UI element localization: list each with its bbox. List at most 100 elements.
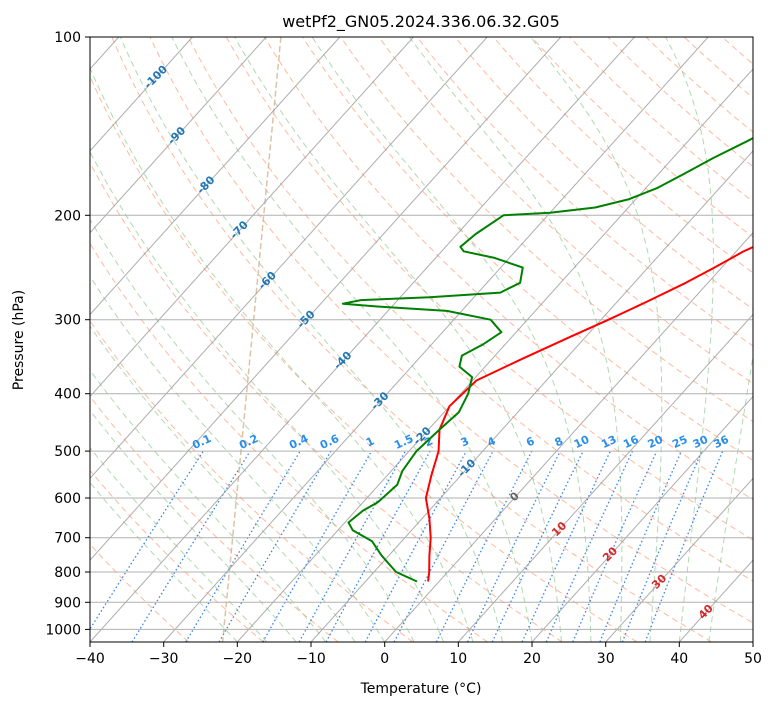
dry-adiabat-6 xyxy=(90,75,638,642)
isotherms xyxy=(90,37,753,642)
mixing-ratio-line-0.6 xyxy=(218,450,332,642)
dry-adiabat-9 xyxy=(187,37,753,582)
moist-adiabat-7 xyxy=(90,150,445,642)
isotherm--80 xyxy=(90,37,341,316)
mixing-ratio-label-10: 10 xyxy=(572,433,592,451)
moist-adiabat-2 xyxy=(90,409,297,642)
x-tick-label-3: −10 xyxy=(296,651,326,667)
mixing-ratio-line-30 xyxy=(621,450,703,642)
mixing-ratio-line-2 xyxy=(325,450,431,642)
moist-adiabat-5 xyxy=(90,275,386,642)
isotherm--70 xyxy=(90,37,414,398)
y-tick-label-9: 1000 xyxy=(45,622,81,638)
dry-adiabat-3 xyxy=(90,320,414,642)
isotherm--20 xyxy=(236,68,753,642)
mixing-ratio-line-1 xyxy=(262,450,373,642)
moist-adiabat-11 xyxy=(234,37,562,642)
temperature-profile-line xyxy=(424,245,753,582)
y-tick-label-7: 800 xyxy=(54,565,81,581)
isotherm-20 xyxy=(531,395,753,642)
dry-adiabat-17 xyxy=(493,37,753,274)
pressure-gridlines xyxy=(90,37,753,630)
isotherm-0 xyxy=(384,232,753,642)
x-tick-label-4: 0 xyxy=(380,651,389,667)
dry-adiabat-5 xyxy=(90,161,563,642)
y-tick-label-6: 700 xyxy=(54,531,81,547)
y-axis-label: Pressure (hPa) xyxy=(11,290,27,390)
y-tick-label-1: 200 xyxy=(54,208,81,224)
moist-adiabat-15 xyxy=(665,37,714,642)
x-axis-label: Temperature (°C) xyxy=(360,681,482,697)
isotherm-30 xyxy=(605,477,753,642)
moist-adiabat-0 xyxy=(90,481,238,642)
mixing-ratio-line-0.1 xyxy=(90,450,204,631)
y-axis: 100 200 300 400 500 600 700 800 900 1000 xyxy=(45,30,90,638)
mixing-ratio-line-25 xyxy=(599,450,682,642)
mixing-ratio-line-13 xyxy=(521,450,611,642)
dry-adiabat-14 xyxy=(378,37,753,384)
plot-area: 0.1 0.2 0.4 0.6 1 1.5 2 3 4 6 8 10 13 16 20 25 30 36-100-… xyxy=(90,37,753,642)
moist-adiabats xyxy=(90,37,753,642)
moist-adiabat-14 xyxy=(530,37,663,642)
mixing-ratio-label-36: 36 xyxy=(712,433,732,451)
dry-adiabat-16 xyxy=(454,37,753,310)
isotherm--30 xyxy=(163,37,709,642)
dry-adiabat-2 xyxy=(90,395,339,642)
x-tick-label-7: 30 xyxy=(597,651,615,667)
lcl-curve xyxy=(221,37,282,642)
x-tick-label-5: 10 xyxy=(449,651,467,667)
mixing-ratio-line-1.5 xyxy=(298,450,406,642)
mixing-ratio-label-25: 25 xyxy=(670,433,689,451)
x-tick-label-1: −30 xyxy=(149,651,179,667)
mixing-ratio-line-8 xyxy=(466,450,561,642)
x-tick-label-6: 20 xyxy=(523,651,541,667)
y-tick-label-5: 600 xyxy=(54,491,81,507)
lcl-line xyxy=(221,37,282,642)
isotherm--60 xyxy=(90,37,488,480)
dry-adiabat-11 xyxy=(264,37,753,501)
isotherm--10 xyxy=(310,150,753,642)
mixing-ratio-label-16: 16 xyxy=(621,433,641,451)
moist-adiabat-4 xyxy=(90,325,356,642)
mixing-ratio-lines xyxy=(90,450,724,642)
chart-title: wetPf2_GN05.2024.336.06.32.G05 xyxy=(282,12,560,32)
y-tick-label-4: 500 xyxy=(54,444,81,460)
y-tick-label-3: 400 xyxy=(54,387,81,403)
x-axis: −40 −30 −20 −10 0 10 20 30 40 50 xyxy=(75,642,762,667)
moist-adiabat-1 xyxy=(90,446,268,642)
dry-adiabat-10 xyxy=(225,37,753,541)
profile-series xyxy=(341,137,753,583)
y-tick-label-0: 100 xyxy=(54,30,81,46)
dry-adiabat-13 xyxy=(340,37,753,423)
isotherm--50 xyxy=(90,37,562,561)
mixing-ratio-line-16 xyxy=(545,450,634,642)
x-tick-label-8: 40 xyxy=(670,651,688,667)
moist-adiabat-8 xyxy=(90,66,474,642)
x-tick-label-9: 50 xyxy=(744,651,762,667)
mixing-ratio-label-30: 30 xyxy=(691,433,711,451)
isotherm--90 xyxy=(90,37,267,234)
isotherm--40 xyxy=(90,37,635,642)
isotherm--100 xyxy=(90,37,193,152)
x-tick-label-2: −20 xyxy=(223,651,253,667)
mixing-ratio-line-10 xyxy=(491,450,584,642)
dewpoint-profile-line xyxy=(341,137,753,583)
y-tick-label-8: 900 xyxy=(54,595,81,611)
moist-adiabat-16 xyxy=(708,352,753,642)
isotherm-10 xyxy=(457,313,753,642)
mixing-ratio-line-0.2 xyxy=(131,450,251,642)
mixing-ratio-label-13: 13 xyxy=(599,433,618,451)
plot-frame xyxy=(89,36,754,643)
mixing-ratio-label-20: 20 xyxy=(646,433,666,451)
moist-adiabat-9 xyxy=(119,37,503,642)
dry-adiabat-7 xyxy=(111,37,712,642)
mixing-ratio-line-0.4 xyxy=(185,450,301,642)
moist-adiabat-13 xyxy=(408,37,623,642)
dry-adiabat-4 xyxy=(90,242,488,642)
moist-adiabat-10 xyxy=(171,37,533,642)
x-tick-label-0: −40 xyxy=(75,651,105,667)
moist-adiabat-3 xyxy=(90,369,327,642)
dry-adiabat-15 xyxy=(416,37,753,347)
